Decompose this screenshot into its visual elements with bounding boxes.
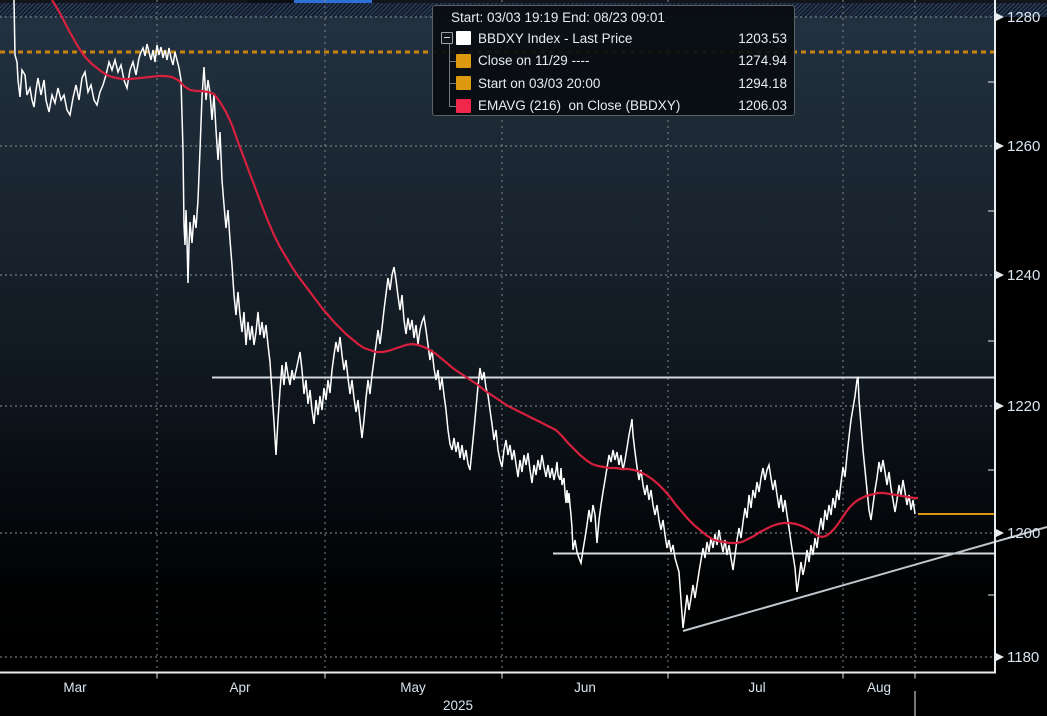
rising-trendline (682, 526, 1047, 632)
legend-label: Start on 03/03 20:00 (478, 75, 601, 91)
legend-value: 1203.53 (738, 30, 787, 46)
x-axis-month-label: Jun (574, 680, 596, 695)
legend-collapse-icon[interactable] (441, 32, 453, 45)
y-axis-label-strip (996, 0, 1047, 716)
top-edge-bar (0, 0, 1047, 3)
y-tick-arrow-icon (995, 141, 1004, 151)
legend-label: Close on 11/29 ---- (478, 53, 590, 69)
y-axis-label: 1280 (1007, 9, 1040, 26)
x-axis-month-label: Mar (63, 680, 87, 695)
legend-row-emavg[interactable]: EMAVG (216) on Close (BBDXY) 1206.03 (433, 95, 787, 118)
legend-value: 1274.94 (738, 53, 787, 69)
legend-swatch-amber (456, 76, 471, 91)
legend-label: BBDXY Index - Last Price (478, 30, 633, 46)
toolbar-fragment-blue (294, 0, 372, 3)
y-axis-label: 1180 (1007, 649, 1039, 666)
chart-legend[interactable]: Start: 03/03 19:19 End: 08/23 09:01 BBDX… (432, 5, 795, 116)
legend-row-close-line[interactable]: Close on 11/29 ---- 1274.94 (433, 50, 787, 73)
legend-tree-stub (449, 105, 456, 107)
legend-swatch-amber (456, 53, 471, 68)
y-tick-arrow-icon (995, 528, 1004, 538)
legend-tree-stub (449, 60, 456, 62)
legend-value: 1294.18 (738, 75, 787, 91)
legend-row-last-price[interactable]: BBDXY Index - Last Price 1203.53 (433, 27, 787, 50)
y-axis-label: 1240 (1007, 267, 1040, 284)
legend-date-range: Start: 03/03 19:19 End: 08/23 09:01 (451, 10, 665, 25)
legend-row-start-line[interactable]: Start on 03/03 20:00 1294.18 (433, 72, 787, 95)
legend-label: EMAVG (216) on Close (BBDXY) (478, 98, 681, 114)
y-tick-arrow-icon (995, 270, 1004, 280)
y-tick-arrow-icon (995, 652, 1004, 662)
x-axis-label-strip (0, 673, 1047, 716)
y-axis-label: 1260 (1007, 138, 1040, 155)
legend-swatch-white (456, 31, 471, 46)
legend-tree-line (449, 44, 450, 106)
y-tick-arrow-icon (995, 12, 1004, 22)
x-axis-year-label: 2025 (443, 698, 473, 713)
legend-swatch-red (456, 98, 471, 113)
x-axis-month-label: Aug (867, 680, 891, 695)
toolbar-fragment-dark (248, 0, 294, 3)
legend-value: 1206.03 (738, 98, 787, 114)
x-axis-month-label: Jul (748, 680, 765, 695)
x-axis-month-label: Apr (229, 680, 251, 695)
y-tick-arrow-icon (995, 401, 1004, 411)
y-axis-label: 1200 (1007, 525, 1040, 542)
legend-tree-stub (449, 83, 456, 84)
emavg-series-line[interactable] (51, 0, 918, 545)
x-axis-month-label: May (400, 680, 426, 695)
y-axis-label: 1220 (1007, 398, 1040, 415)
